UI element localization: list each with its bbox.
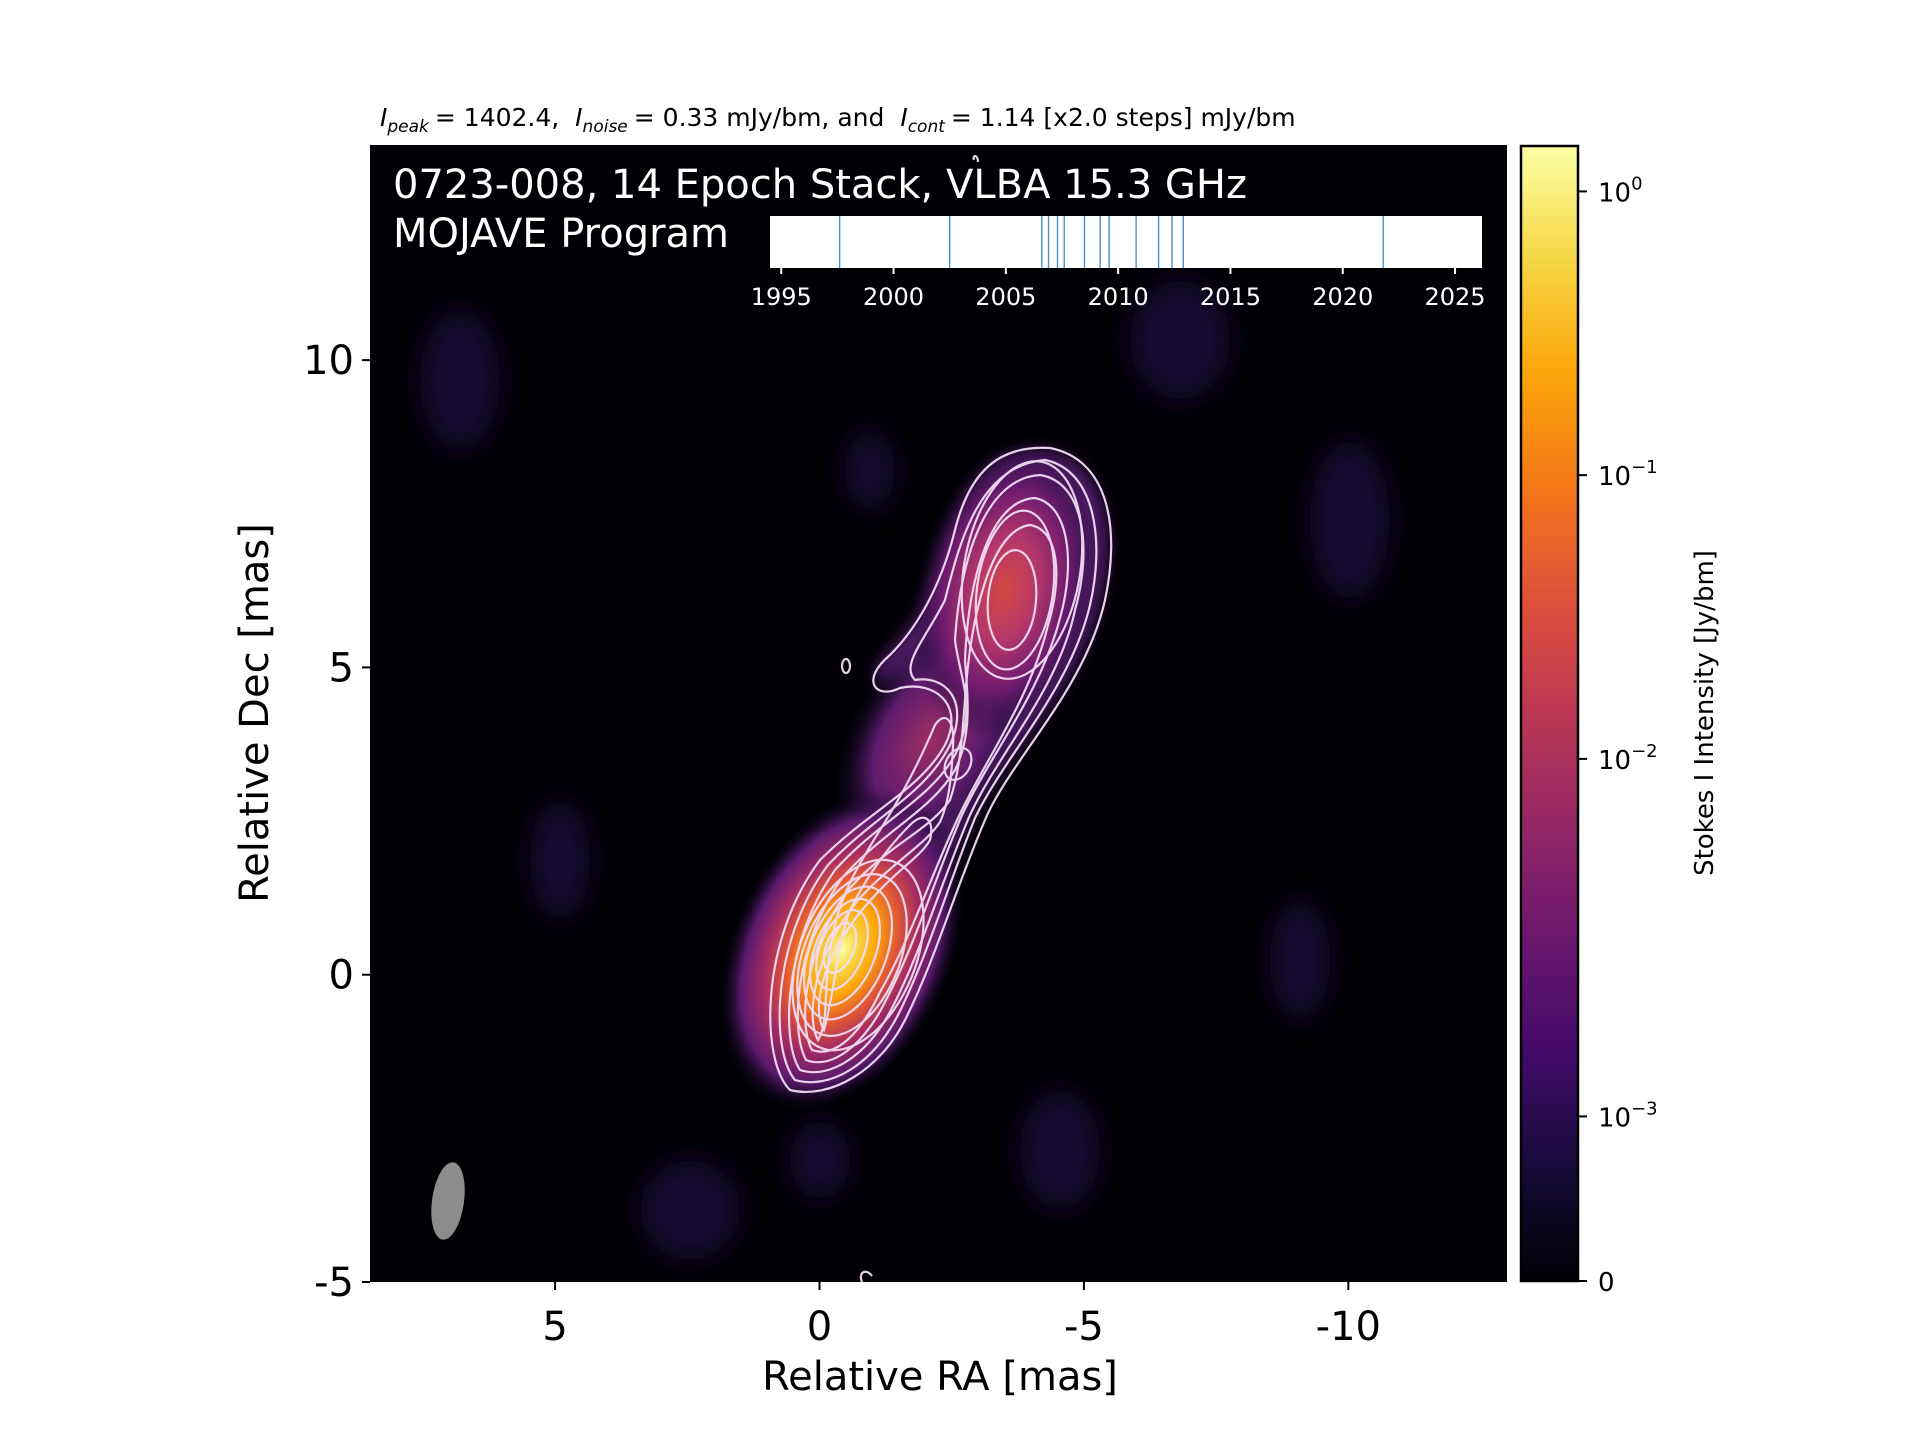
y-tick-label: -5: [314, 1260, 354, 1306]
overlay-title-line2: MOJAVE Program: [393, 211, 729, 257]
epoch-tick-label: 2000: [863, 283, 924, 311]
image-plot: 0723-008, 14 Epoch Stack, VLBA 15.3 GHz …: [370, 145, 1507, 1282]
colorbar-tick-label: 10−2: [1598, 741, 1658, 776]
x-tick-label: 0: [807, 1304, 832, 1350]
colorbar-tick-label: 0: [1598, 1268, 1615, 1298]
beam-ellipse: [431, 1162, 465, 1240]
colorbar-tick-label: 10−3: [1598, 1098, 1658, 1133]
y-axis-ticks: 10 5 0 -5: [303, 338, 370, 1306]
colorbar-tick-label: 10−1: [1598, 457, 1658, 492]
overlay-title-line1: 0723-008, 14 Epoch Stack, VLBA 15.3 GHz: [393, 162, 1247, 208]
contours: [769, 155, 1113, 1282]
x-axis-ticks: 5 0 -5 -10: [542, 1282, 1381, 1350]
y-tick-label: 5: [329, 645, 354, 691]
x-tick-label: -5: [1064, 1304, 1104, 1350]
epoch-tick-label: 2010: [1088, 283, 1149, 311]
epoch-tick-label: 2005: [975, 283, 1036, 311]
colorbar-tick-label: 100: [1598, 173, 1643, 208]
epoch-ticks: 1995 2000 2005 2010 2015 2020 2025: [751, 268, 1486, 311]
epoch-tick-label: 2025: [1425, 283, 1486, 311]
x-tick-label: 5: [542, 1304, 567, 1350]
colorbar: 100 10−1 10−2 10−3 0 Stokes I Intensity [Jy/…: [1519, 144, 1720, 1298]
epoch-tick-label: 2020: [1312, 283, 1373, 311]
y-tick-label: 0: [329, 953, 354, 999]
chart-header: Ipeak = 1402.4, Inoise = 0.33 mJy/bm, and …: [380, 103, 1296, 137]
y-tick-label: 10: [303, 338, 354, 384]
noise-patches: [420, 280, 1390, 1260]
epoch-timeline-box: [770, 216, 1482, 268]
x-tick-label: -10: [1316, 1304, 1381, 1350]
colorbar-ticks: 100 10−1 10−2 10−3 0: [1578, 173, 1658, 1298]
colorbar-bar: [1519, 144, 1580, 1283]
epoch-tick-label: 2015: [1200, 283, 1261, 311]
epoch-lines: [838, 216, 1384, 268]
epoch-timeline: 1995 2000 2005 2010 2015 2020 2025: [751, 216, 1486, 311]
y-axis-label: Relative Dec [mas]: [232, 523, 278, 903]
epoch-tick-label: 1995: [751, 283, 812, 311]
colorbar-label: Stokes I Intensity [Jy/bm]: [1690, 550, 1720, 876]
x-axis-label: Relative RA [mas]: [762, 1354, 1118, 1400]
